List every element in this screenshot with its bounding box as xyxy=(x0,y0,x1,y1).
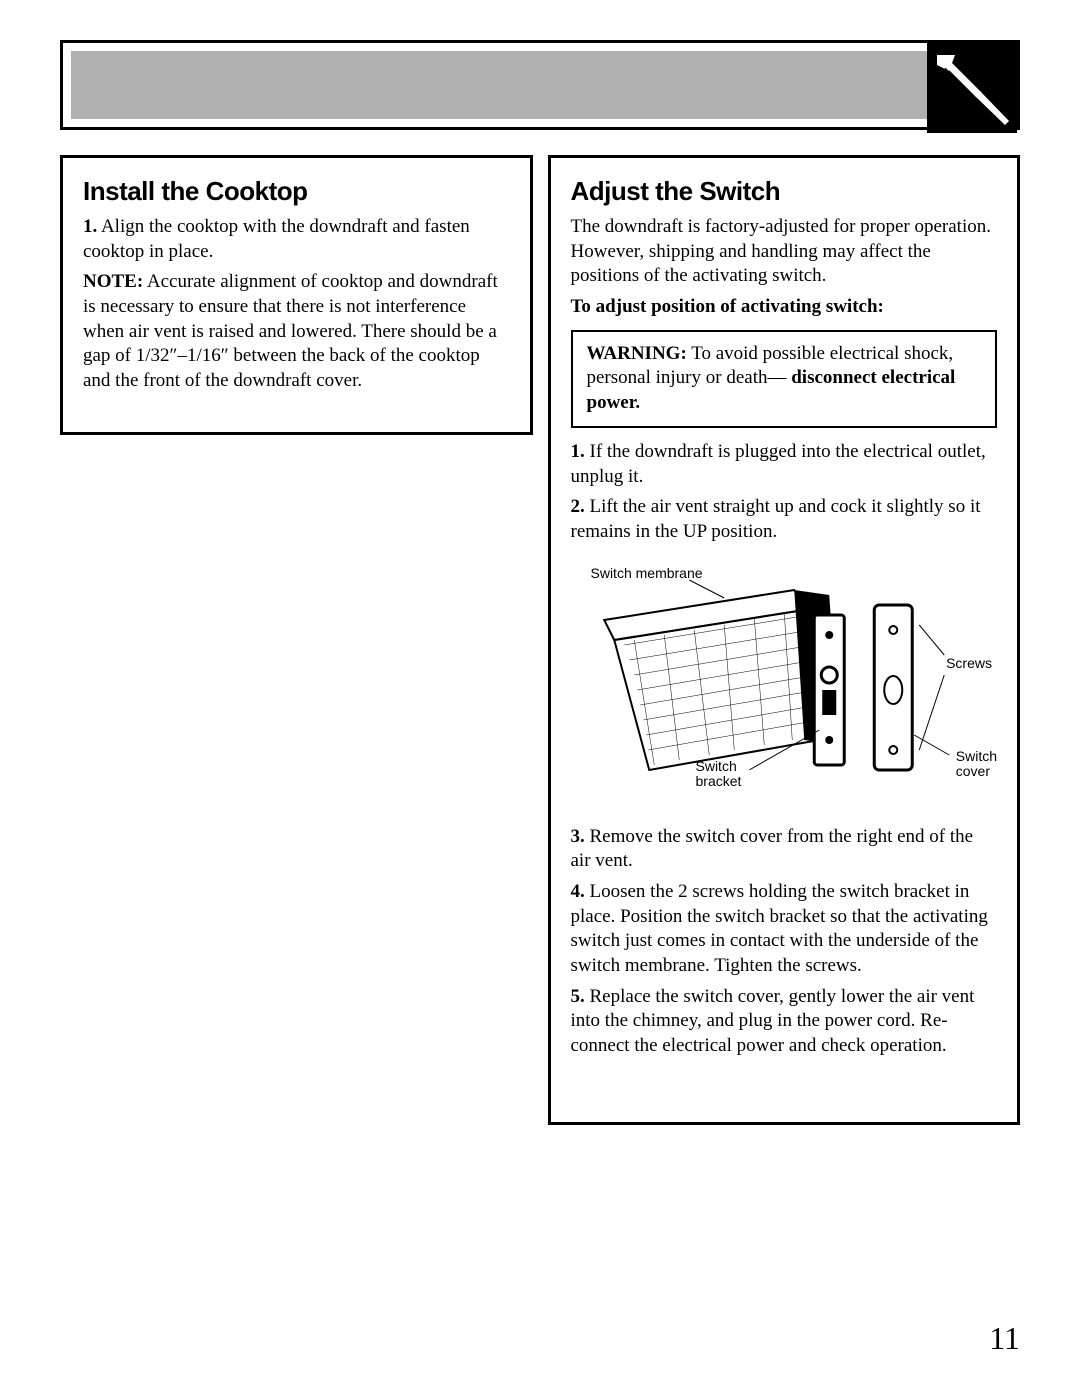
note-text: Accurate alignment of cooktop and downdr… xyxy=(83,271,498,391)
adjust-step-3: 3. Remove the switch cover from the righ… xyxy=(571,825,998,874)
label-switch-bracket: Switchbracket xyxy=(696,759,742,790)
adjust-subheading: To adjust position of activating switch: xyxy=(571,295,998,320)
install-cooktop-title: Install the Cooktop xyxy=(83,176,510,207)
adjust-step-5: 5. Replace the switch cover, gently lowe… xyxy=(571,985,998,1059)
adjust-switch-title: Adjust the Switch xyxy=(571,176,998,207)
warning-text: WARNING: To avoid possible electrical sh… xyxy=(587,342,982,416)
note-label: NOTE: xyxy=(83,271,143,292)
step-number: 1. xyxy=(83,216,97,237)
step-text: Replace the switch cover, gently lower t… xyxy=(571,986,975,1056)
install-step-1: 1. Align the cooktop with the downdraft … xyxy=(83,215,510,264)
diagram-svg xyxy=(571,560,998,810)
step-number: 2. xyxy=(571,496,585,517)
header-gray-bar xyxy=(71,51,1009,119)
adjust-step-1: 1. If the downdraft is plugged into the … xyxy=(571,440,998,489)
page-number: 11 xyxy=(989,1320,1020,1357)
install-note: NOTE: Accurate alignment of cooktop and … xyxy=(83,270,510,393)
label-switch-membrane: Switch membrane xyxy=(591,565,703,581)
label-switch-cover: Switchcover xyxy=(956,749,997,780)
step-number: 3. xyxy=(571,826,585,847)
step-number: 5. xyxy=(571,986,585,1007)
step-text: Loosen the 2 screws holding the switch b… xyxy=(571,881,988,976)
warning-label: WARNING: xyxy=(587,343,687,364)
step-number: 1. xyxy=(571,441,585,462)
adjust-intro: The downdraft is factory-adjusted for pr… xyxy=(571,215,998,289)
columns-container: Install the Cooktop 1. Align the cooktop… xyxy=(60,155,1020,1125)
warning-box: WARNING: To avoid possible electrical sh… xyxy=(571,330,998,428)
tool-icon xyxy=(927,43,1017,133)
step-text: If the downdraft is plugged into the ele… xyxy=(571,441,986,487)
right-column: Adjust the Switch The downdraft is facto… xyxy=(548,155,1021,1125)
adjust-step-4: 4. Loosen the 2 screws holding the switc… xyxy=(571,880,998,979)
switch-diagram: Switch membrane Screws Switchbracket Swi… xyxy=(571,560,998,810)
step-text: Align the cooktop with the downdraft and… xyxy=(83,216,470,262)
left-column: Install the Cooktop 1. Align the cooktop… xyxy=(60,155,533,435)
label-screws: Screws xyxy=(946,655,992,671)
step-text: Lift the air vent straight up and cock i… xyxy=(571,496,981,542)
step-text: Remove the switch cover from the right e… xyxy=(571,826,974,872)
header-box xyxy=(60,40,1020,130)
adjust-step-2: 2. Lift the air vent straight up and coc… xyxy=(571,495,998,544)
step-number: 4. xyxy=(571,881,585,902)
